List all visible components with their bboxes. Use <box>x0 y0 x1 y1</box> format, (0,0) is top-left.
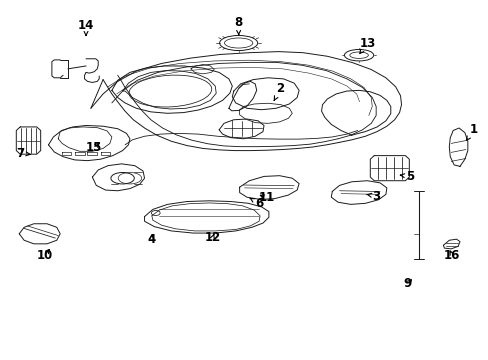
Text: 16: 16 <box>443 249 460 262</box>
Text: 9: 9 <box>403 278 410 291</box>
Text: 8: 8 <box>234 16 242 35</box>
Text: 14: 14 <box>78 19 94 36</box>
Text: 6: 6 <box>249 197 263 210</box>
Text: 3: 3 <box>366 190 380 203</box>
Text: 5: 5 <box>400 170 413 183</box>
Text: 13: 13 <box>359 37 375 54</box>
Text: 1: 1 <box>466 123 477 140</box>
Text: 15: 15 <box>86 141 102 154</box>
Text: 12: 12 <box>204 231 221 244</box>
Text: 4: 4 <box>147 233 156 246</box>
Text: 11: 11 <box>258 192 274 204</box>
Text: 7: 7 <box>16 147 30 159</box>
Text: 10: 10 <box>37 249 53 262</box>
Text: 2: 2 <box>274 82 284 100</box>
